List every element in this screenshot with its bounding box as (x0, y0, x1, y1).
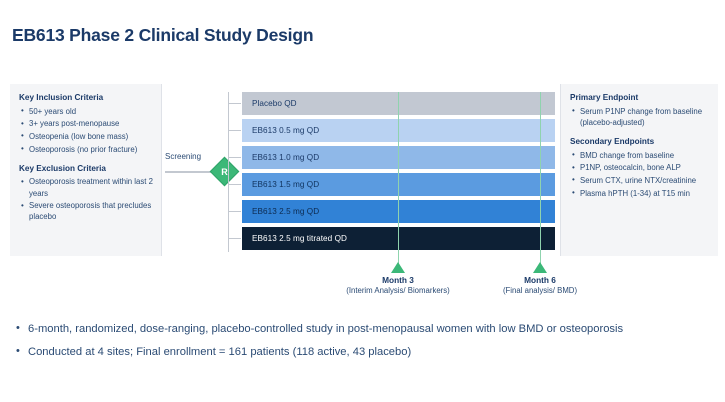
bracket-tick (228, 184, 241, 186)
bracket-spine (228, 92, 230, 252)
list-item: Serum P1NP change from baseline (placebo… (570, 105, 710, 128)
arm-label: EB613 1.0 mg QD (252, 153, 320, 162)
inclusion-exclusion-panel: Key Inclusion Criteria 50+ years old 3+ … (10, 84, 162, 256)
bracket-tick (228, 211, 241, 213)
list-item: Conducted at 4 sites; Final enrollment =… (14, 344, 634, 360)
list-item: Osteoporosis (no prior fracture) (19, 143, 153, 155)
timepoint-subtitle: (Interim Analysis/ Biomarkers) (346, 286, 450, 295)
bracket-tick (228, 157, 241, 159)
arm-label: EB613 2.5 mg QD (252, 207, 320, 216)
timepoint-gridline (540, 92, 541, 268)
bracket-tick (228, 130, 241, 132)
exclusion-criteria-heading: Key Exclusion Criteria (19, 163, 106, 173)
primary-endpoint-list: Serum P1NP change from baseline (placebo… (570, 105, 710, 128)
arm-label: EB613 2.5 mg titrated QD (252, 234, 347, 243)
exclusion-criteria-list: Osteoporosis treatment within last 2 yea… (19, 176, 153, 222)
list-item: BMD change from baseline (570, 149, 710, 161)
study-summary: 6-month, randomized, dose-ranging, place… (14, 321, 634, 369)
inclusion-criteria-list: 50+ years old 3+ years post-menopause Os… (19, 105, 153, 155)
timepoint-name: Month 6 (524, 275, 556, 285)
list-item: 50+ years old (19, 105, 153, 117)
list-item: Plasma hPTH (1-34) at T15 min (570, 187, 710, 199)
timepoint-gridline (398, 92, 399, 268)
list-item: Osteopenia (low bone mass) (19, 130, 153, 142)
arm-label: EB613 1.5 mg QD (252, 180, 320, 189)
secondary-endpoints-list: BMD change from baseline P1NP, osteocalc… (570, 149, 710, 199)
inclusion-criteria-heading: Key Inclusion Criteria (19, 93, 104, 102)
endpoints-panel: Primary Endpoint Serum P1NP change from … (560, 84, 718, 256)
list-item: Serum CTX, urine NTX/creatinine (570, 174, 710, 186)
triangle-up-icon (533, 262, 547, 273)
screening-label: Screening (165, 152, 202, 161)
timepoint-name: Month 3 (382, 275, 414, 285)
page-title: EB613 Phase 2 Clinical Study Design (12, 25, 314, 45)
randomization-label: R (221, 166, 228, 177)
bracket-tick (228, 238, 241, 240)
triangle-up-icon (391, 262, 405, 273)
arm-label: Placebo QD (252, 99, 297, 108)
list-item: Severe osteoporosis that precludes place… (19, 200, 153, 222)
arm-label: EB613 0.5 mg QD (252, 126, 320, 135)
secondary-endpoints-heading: Secondary Endpoints (570, 136, 655, 146)
timepoint-marker: Month 6 (Final analysis/ BMD) (480, 262, 600, 295)
screening-connector-line (165, 171, 237, 173)
primary-endpoint-heading: Primary Endpoint (570, 93, 639, 102)
bracket-tick (228, 103, 241, 105)
timepoint-subtitle: (Final analysis/ BMD) (502, 286, 578, 295)
list-item: Osteoporosis treatment within last 2 yea… (19, 176, 153, 198)
timepoint-marker: Month 3 (Interim Analysis/ Biomarkers) (338, 262, 458, 295)
list-item: P1NP, osteocalcin, bone ALP (570, 162, 710, 173)
list-item: 3+ years post-menopause (19, 118, 153, 129)
arm-bracket (228, 92, 242, 252)
screening-randomization-group: Screening R (165, 152, 243, 192)
list-item: 6-month, randomized, dose-ranging, place… (14, 321, 634, 337)
